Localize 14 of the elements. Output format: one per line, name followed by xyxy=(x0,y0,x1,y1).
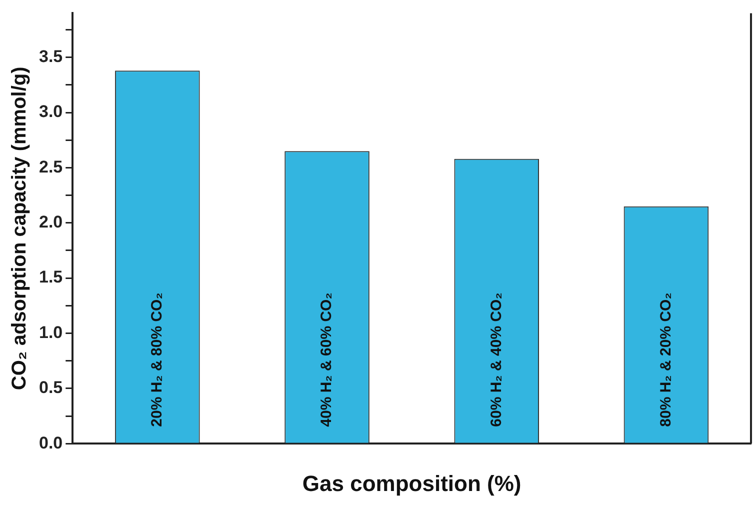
y-tick-label: 1.0 xyxy=(38,322,63,342)
y-tick-label: 2.0 xyxy=(38,212,63,232)
y-tick-label: 0.5 xyxy=(38,378,63,398)
y-axis-title: CO₂ adsorption capacity (mmol/g) xyxy=(8,66,31,390)
y-tick-label: 3.0 xyxy=(38,102,63,122)
y-tick-label: 1.5 xyxy=(38,268,63,287)
x-axis-title: Gas composition (%) xyxy=(302,470,522,496)
x-tick-label: 80% H₂ & 20% CO₂ xyxy=(657,292,674,427)
x-tick-label: 40% H₂ & 60% CO₂ xyxy=(318,292,336,427)
y-tick-label: 3.5 xyxy=(38,47,63,66)
x-tick-label: 60% H₂ & 40% CO₂ xyxy=(488,292,505,427)
y-tick-label: 2.5 xyxy=(38,157,63,176)
y-tick-label: 0.0 xyxy=(38,433,63,452)
x-tick-label: 20% H₂ & 80% CO₂ xyxy=(148,292,166,427)
